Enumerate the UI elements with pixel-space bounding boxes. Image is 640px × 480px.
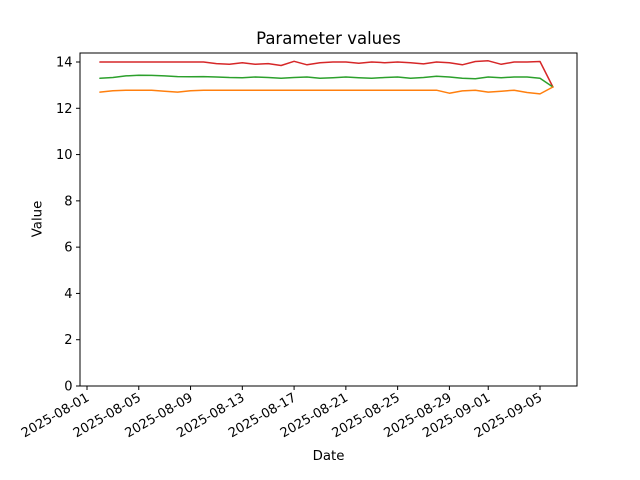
chart-title: Parameter values xyxy=(256,29,401,48)
y-tick-label: 14 xyxy=(56,56,73,71)
y-tick-label: 6 xyxy=(64,241,72,256)
y-axis-label: Value xyxy=(30,200,46,238)
plot-series-red xyxy=(99,60,554,88)
y-tick-label: 8 xyxy=(64,194,72,209)
plot-series-green xyxy=(99,74,554,88)
y-tick-label: 4 xyxy=(64,287,72,302)
y-tick-label: 10 xyxy=(56,148,73,163)
y-tick-label: 12 xyxy=(56,102,73,117)
x-axis-label: Date xyxy=(312,449,345,464)
axes-spines xyxy=(79,52,578,387)
plot-series-orange xyxy=(99,86,554,95)
y-tick-label: 0 xyxy=(64,380,72,395)
y-tick-label: 2 xyxy=(64,333,72,348)
